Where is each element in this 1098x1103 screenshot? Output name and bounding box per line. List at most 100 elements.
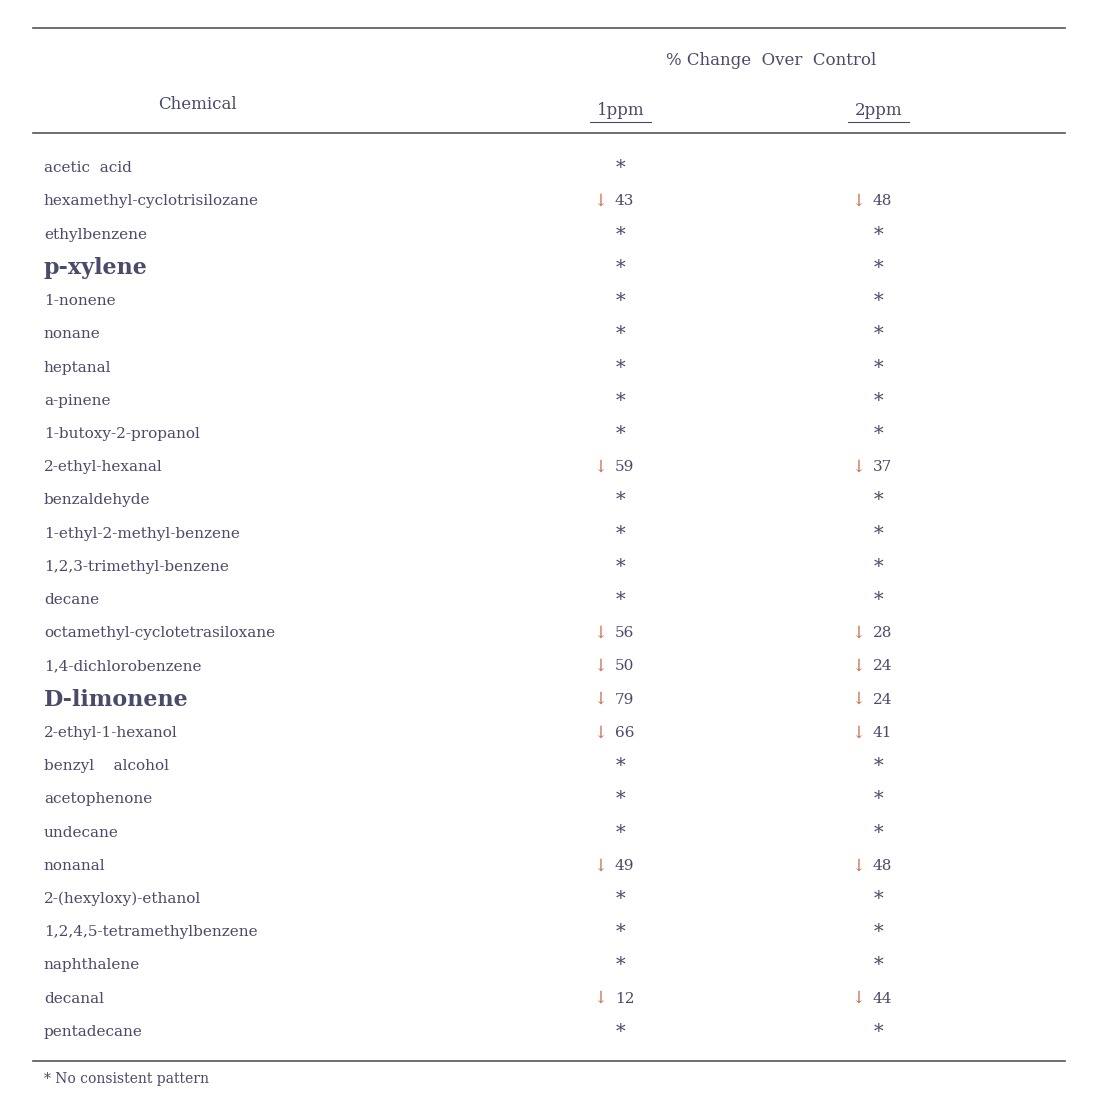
Text: ethylbenzene: ethylbenzene [44,227,147,242]
Text: *: * [616,325,625,343]
Text: ↓: ↓ [593,459,607,475]
Text: 24: 24 [873,693,893,707]
Text: decane: decane [44,593,99,607]
Text: pentadecane: pentadecane [44,1025,143,1039]
Text: *: * [616,525,625,543]
Text: *: * [874,259,883,277]
Text: *: * [874,226,883,244]
Text: ↓: ↓ [593,193,607,210]
Text: ↓: ↓ [851,857,865,875]
Text: 66: 66 [615,726,635,740]
Text: decanal: decanal [44,992,104,1006]
Text: *: * [874,358,883,376]
Text: *: * [616,358,625,376]
Text: octamethyl-cyclotetrasiloxane: octamethyl-cyclotetrasiloxane [44,627,274,640]
Text: *: * [874,956,883,974]
Text: *: * [616,824,625,842]
Text: 24: 24 [873,660,893,674]
Text: 1-butoxy-2-propanol: 1-butoxy-2-propanol [44,427,200,441]
Text: 2-ethyl-1-hexanol: 2-ethyl-1-hexanol [44,726,178,740]
Text: ↓: ↓ [851,193,865,210]
Text: Chemical: Chemical [158,96,237,114]
Text: 12: 12 [615,992,635,1006]
Text: undecane: undecane [44,825,119,839]
Text: *: * [616,790,625,808]
Text: *: * [874,558,883,576]
Text: *: * [616,591,625,609]
Text: D-limonene: D-limonene [44,688,189,710]
Text: ↓: ↓ [851,990,865,1007]
Text: *: * [616,159,625,178]
Text: 41: 41 [873,726,893,740]
Text: *: * [874,392,883,409]
Text: ↓: ↓ [851,692,865,708]
Text: ↓: ↓ [851,725,865,741]
Text: 56: 56 [615,627,635,640]
Text: 59: 59 [615,460,635,474]
Text: *: * [874,757,883,775]
Text: benzyl    alcohol: benzyl alcohol [44,759,169,773]
Text: 1,4-dichlorobenzene: 1,4-dichlorobenzene [44,660,201,674]
Text: ↓: ↓ [851,624,865,642]
Text: 79: 79 [615,693,635,707]
Text: *: * [874,824,883,842]
Text: 1,2,4,5-tetramethylbenzene: 1,2,4,5-tetramethylbenzene [44,925,258,939]
Text: heptanal: heptanal [44,361,111,375]
Text: benzaldehyde: benzaldehyde [44,493,150,507]
Text: *: * [616,292,625,310]
Text: 50: 50 [615,660,635,674]
Text: ↓: ↓ [851,657,865,675]
Text: *: * [616,757,625,775]
Text: nonanal: nonanal [44,859,105,872]
Text: 1-ethyl-2-methyl-benzene: 1-ethyl-2-methyl-benzene [44,526,239,540]
Text: 2-(hexyloxy)-ethanol: 2-(hexyloxy)-ethanol [44,891,201,907]
Text: ↓: ↓ [593,624,607,642]
Text: *: * [616,259,625,277]
Text: ↓: ↓ [851,459,865,475]
Text: 2ppm: 2ppm [854,101,903,119]
Text: *: * [616,491,625,510]
Text: *: * [874,425,883,443]
Text: ↓: ↓ [593,657,607,675]
Text: *: * [616,226,625,244]
Text: *: * [874,890,883,908]
Text: nonane: nonane [44,328,101,341]
Text: 1-nonene: 1-nonene [44,295,115,308]
Text: a-pinene: a-pinene [44,394,111,408]
Text: *: * [616,923,625,941]
Text: naphthalene: naphthalene [44,959,141,973]
Text: 28: 28 [873,627,893,640]
Text: *: * [616,558,625,576]
Text: 48: 48 [873,859,893,872]
Text: *: * [874,525,883,543]
Text: *: * [616,425,625,443]
Text: ↓: ↓ [593,990,607,1007]
Text: *: * [874,790,883,808]
Text: 49: 49 [615,859,635,872]
Text: *: * [874,325,883,343]
Text: hexamethyl-cyclotrisilozane: hexamethyl-cyclotrisilozane [44,194,259,208]
Text: ↓: ↓ [593,857,607,875]
Text: *: * [616,392,625,409]
Text: 37: 37 [873,460,893,474]
Text: 48: 48 [873,194,893,208]
Text: p-xylene: p-xylene [44,257,148,279]
Text: % Change  Over  Control: % Change Over Control [666,52,876,69]
Text: ↓: ↓ [593,692,607,708]
Text: *: * [874,292,883,310]
Text: *: * [616,1022,625,1041]
Text: acetophenone: acetophenone [44,792,153,806]
Text: 1ppm: 1ppm [596,101,645,119]
Text: ↓: ↓ [593,725,607,741]
Text: *: * [874,923,883,941]
Text: *: * [616,956,625,974]
Text: *: * [616,890,625,908]
Text: 43: 43 [615,194,635,208]
Text: acetic  acid: acetic acid [44,161,132,175]
Text: *: * [874,1022,883,1041]
Text: * No consistent pattern: * No consistent pattern [44,1072,209,1085]
Text: 1,2,3-trimethyl-benzene: 1,2,3-trimethyl-benzene [44,560,228,574]
Text: 2-ethyl-hexanal: 2-ethyl-hexanal [44,460,163,474]
Text: *: * [874,491,883,510]
Text: 44: 44 [873,992,893,1006]
